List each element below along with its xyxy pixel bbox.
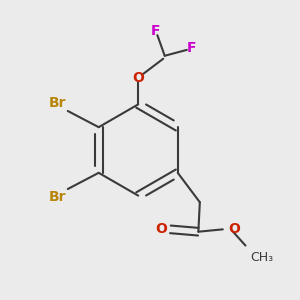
Text: CH₃: CH₃ — [250, 251, 273, 264]
Text: Br: Br — [49, 190, 66, 205]
Text: F: F — [187, 41, 196, 56]
Text: O: O — [155, 222, 167, 236]
Text: Br: Br — [49, 95, 66, 110]
Text: O: O — [132, 71, 144, 85]
Text: O: O — [228, 222, 240, 236]
Text: F: F — [151, 24, 160, 38]
